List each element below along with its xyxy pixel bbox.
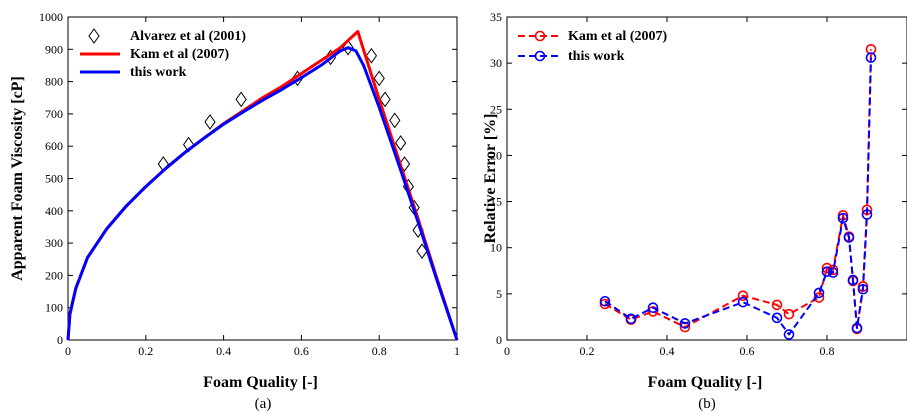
x-tick-label: 0 <box>504 344 510 358</box>
x-tick-label: 0.6 <box>740 344 755 358</box>
data-point-circle <box>857 283 869 295</box>
x-tick-label: 0 <box>65 344 71 358</box>
data-point-circle <box>861 204 873 216</box>
x-tick-label: 0.2 <box>138 344 153 358</box>
legend-swatch-marker <box>534 30 546 42</box>
x-tick-label: 1 <box>454 344 460 358</box>
y-tick-label: 400 <box>45 204 63 218</box>
y-tick-label: 20 <box>490 148 502 162</box>
data-point-circle <box>625 313 637 325</box>
y-tick-label: 700 <box>45 107 63 121</box>
x-tick-label: 0.8 <box>372 344 387 358</box>
data-point-diamond <box>373 70 385 87</box>
data-point-circle <box>783 329 795 340</box>
series-1 <box>599 43 877 335</box>
plot-frame <box>506 16 907 341</box>
x-tick-label: 0.4 <box>216 344 231 358</box>
legend-label: Alvarez et al (2001) <box>130 29 246 44</box>
data-point-circle <box>861 209 873 220</box>
panel-caption: (a) <box>255 396 272 412</box>
y-tick-label: 15 <box>490 195 502 209</box>
y-tick-label: 10 <box>490 241 502 255</box>
y-tick-label: 100 <box>45 301 63 315</box>
y-tick-label: 30 <box>490 56 502 70</box>
series-1 <box>157 39 428 260</box>
data-point-circle <box>737 296 749 308</box>
x-axis-label: Foam Quality [-] <box>648 374 763 391</box>
data-point-diamond <box>365 47 378 64</box>
y-tick-label: 800 <box>45 75 63 89</box>
data-point-diamond <box>379 91 391 108</box>
series-2 <box>599 52 877 340</box>
x-tick-label: 0.2 <box>580 344 595 358</box>
legend-label: Kam et al (2007) <box>568 29 667 44</box>
data-point-circle <box>679 318 691 329</box>
panel-caption: (b) <box>698 396 716 412</box>
y-tick-label: 600 <box>45 139 63 153</box>
legend-label: this work <box>568 49 625 64</box>
data-point-circle <box>847 274 859 286</box>
series-3 <box>66 46 459 341</box>
legend-label: Kam et al (2007) <box>130 47 229 62</box>
series-line <box>604 57 872 336</box>
x-tick-label: 0.6 <box>294 344 309 358</box>
data-point-circle <box>827 267 839 278</box>
y-tick-label: 300 <box>45 236 63 250</box>
legend-swatch-marker <box>534 50 546 62</box>
x-tick-label: 0.4 <box>660 344 675 358</box>
data-point-circle <box>843 232 855 243</box>
x-axis-label: Foam Quality [-] <box>203 374 318 391</box>
data-point-circle <box>851 322 863 334</box>
data-point-circle <box>771 299 783 311</box>
y-tick-label: 200 <box>45 268 63 282</box>
y-tick-label: 1000 <box>39 10 63 24</box>
chart-2: 0 0.2 0.4 0.6 0.8 0 5 10 15 20 25 30 35 Foam Quality … <box>482 10 907 412</box>
legend-entry: Kam et al (2007) <box>80 47 229 62</box>
data-point-diamond <box>394 135 407 151</box>
data-point-diamond <box>204 114 216 130</box>
y-tick-label: 0 <box>496 333 502 347</box>
legend-entry: Alvarez et al (2001) <box>88 28 246 44</box>
legend-swatch <box>88 28 100 44</box>
legend-entry: this work <box>80 65 187 80</box>
series-line <box>66 30 459 341</box>
x-tick-label: 0.8 <box>820 344 835 358</box>
data-point-circle <box>813 287 825 299</box>
legend-entry: this work <box>518 49 625 64</box>
y-tick-label: 0 <box>57 333 63 347</box>
series-line <box>66 46 459 341</box>
series-line <box>604 49 872 330</box>
data-point-circle <box>771 312 783 324</box>
y-axis-label: Relative Error [%] <box>482 113 499 243</box>
data-point-circle <box>599 295 611 307</box>
chart-1: 0 0.2 0.4 0.6 0.8 1 0 100 200 300 400 500 600 700 800 9… <box>9 10 460 412</box>
series-2 <box>66 30 459 341</box>
data-point-diamond <box>389 112 401 129</box>
y-tick-label: 35 <box>490 10 502 24</box>
data-point-circle <box>821 266 833 278</box>
y-tick-label: 500 <box>45 172 63 186</box>
legend-label: this work <box>130 65 187 80</box>
y-tick-label: 900 <box>45 42 63 56</box>
data-point-circle <box>647 302 659 314</box>
data-point-circle <box>865 52 877 63</box>
y-axis-label: Apparent Foam Viscosity [cP] <box>9 76 26 281</box>
data-point-circle <box>737 290 749 302</box>
legend-entry: Kam et al (2007) <box>518 29 667 44</box>
y-tick-label: 5 <box>496 287 502 301</box>
y-tick-label: 25 <box>490 102 502 116</box>
data-point-diamond <box>235 91 247 108</box>
data-point-circle <box>783 308 795 320</box>
plot-frame <box>67 16 458 341</box>
data-point-circle <box>837 212 849 224</box>
